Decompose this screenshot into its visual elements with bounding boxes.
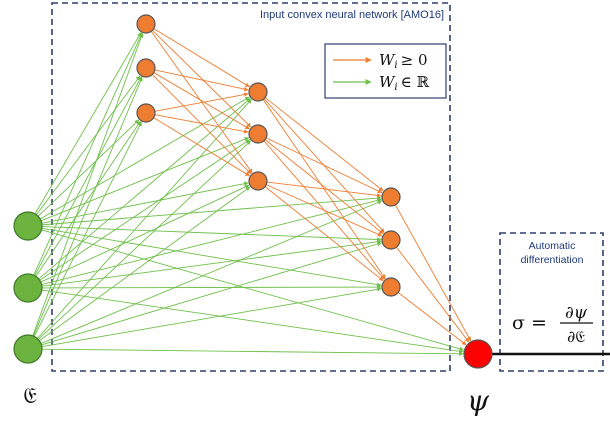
hidden-node <box>136 103 156 123</box>
edge-nonneg <box>265 137 383 194</box>
edge-real <box>41 241 382 346</box>
edge-nonneg <box>266 184 383 237</box>
edge-nonneg <box>266 181 382 198</box>
edge-real <box>41 229 465 351</box>
hidden-node <box>381 277 401 297</box>
edge-real <box>41 287 382 348</box>
hidden-node <box>248 171 268 191</box>
autodiff-title-line1: Automatic <box>529 240 576 252</box>
hidden-node <box>136 14 156 34</box>
edge-nonneg <box>394 204 472 342</box>
legend-box <box>324 43 447 99</box>
hidden-node <box>248 124 268 144</box>
edge-real <box>39 96 250 220</box>
edges-real-weights <box>32 32 465 357</box>
icnn-box-caption: Input convex neural network [AMO16] <box>260 9 444 21</box>
edge-nonneg <box>264 139 384 235</box>
input-node <box>13 211 43 241</box>
edge-real <box>37 99 252 339</box>
output-node <box>463 339 493 369</box>
edge-nonneg <box>396 246 470 343</box>
edge-real <box>41 181 249 224</box>
edge-real <box>41 227 382 287</box>
autodiff-title-line2: differentiation <box>521 254 584 266</box>
edges-nonneg-weights <box>150 28 472 346</box>
edge-nonneg <box>264 186 384 282</box>
edge-nonneg <box>264 97 384 192</box>
edge-real <box>39 186 251 342</box>
formula-lhs: σ = <box>512 312 547 334</box>
edge-real <box>37 119 140 217</box>
edge-real <box>33 76 143 337</box>
edge-real <box>38 98 251 280</box>
edge-real <box>34 76 142 276</box>
edge-real <box>41 348 464 357</box>
edge-real <box>32 32 144 336</box>
edge-real <box>41 226 382 242</box>
edge-nonneg <box>152 29 252 128</box>
edge-real <box>41 289 464 354</box>
edge-nonneg <box>153 72 250 130</box>
edge-real <box>41 195 382 226</box>
edge-real <box>36 75 141 216</box>
formula-denominator: ∂𝔈 <box>567 327 585 346</box>
output-symbol: ψ <box>467 384 490 417</box>
edge-real <box>35 120 141 277</box>
edge-real <box>41 198 382 286</box>
network-nodes <box>13 14 493 369</box>
edge-nonneg <box>153 28 250 88</box>
edge-real <box>34 32 142 215</box>
edge-real <box>41 284 382 290</box>
edge-nonneg <box>154 69 249 92</box>
autodiff-box <box>499 232 604 372</box>
edge-nonneg <box>153 117 250 177</box>
edge-real <box>33 121 142 337</box>
edge-nonneg <box>154 114 249 134</box>
edge-real <box>40 200 383 345</box>
hidden-node <box>381 230 401 250</box>
edge-nonneg <box>152 74 252 175</box>
legend-positive-label: Wi ≥ 0 <box>379 51 428 71</box>
edge-real <box>41 239 382 287</box>
edge-real <box>33 32 143 276</box>
formula-numerator: ∂ψ <box>565 303 588 323</box>
edge-real <box>40 184 250 283</box>
edge-nonneg <box>154 92 249 112</box>
edge-nonneg <box>397 292 467 346</box>
input-node <box>13 273 43 303</box>
hidden-node <box>381 187 401 207</box>
legend-real-label: Wi ∈ ℝ <box>379 73 429 93</box>
edge-real <box>37 140 252 340</box>
edge-nonneg <box>150 31 253 174</box>
hidden-node <box>248 82 268 102</box>
edge-real <box>40 137 250 222</box>
input-symbol: 𝔈 <box>23 384 37 409</box>
icnn-box <box>51 2 451 372</box>
edge-real <box>39 139 251 281</box>
hidden-node <box>136 58 156 78</box>
input-node <box>13 334 43 364</box>
